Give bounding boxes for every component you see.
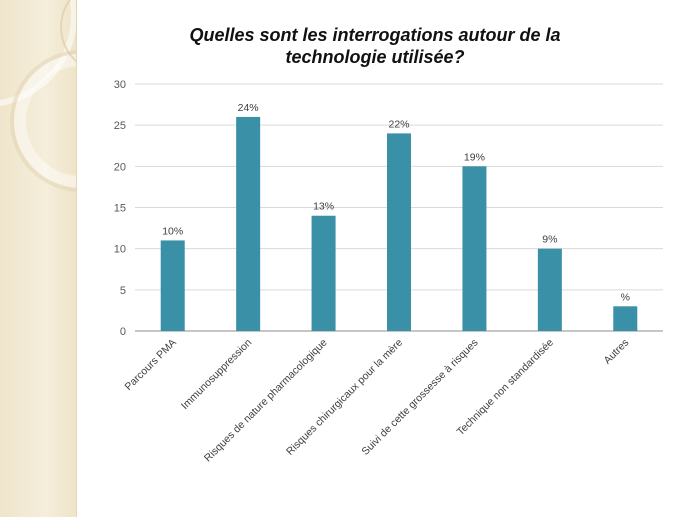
bar bbox=[160, 240, 185, 331]
y-tick-label: 0 bbox=[120, 326, 126, 338]
y-tick-label: 25 bbox=[114, 120, 126, 132]
bar bbox=[462, 166, 487, 331]
x-tick-label: Parcours PMA bbox=[122, 337, 178, 393]
y-tick-label: 10 bbox=[114, 244, 126, 256]
bar bbox=[537, 248, 562, 331]
bar bbox=[613, 306, 638, 331]
data-label: 9% bbox=[542, 234, 557, 246]
bar bbox=[387, 133, 411, 331]
chart-title: Quelles sont les interrogations autour d… bbox=[189, 25, 561, 67]
y-tick-label: 5 bbox=[120, 285, 126, 297]
y-tick-label: 15 bbox=[114, 203, 126, 215]
bar bbox=[236, 116, 261, 331]
decorative-sidebar bbox=[0, 0, 77, 517]
data-label: 13% bbox=[313, 201, 334, 213]
bar bbox=[311, 215, 336, 331]
data-label: 22% bbox=[388, 118, 409, 130]
y-tick-label: 20 bbox=[114, 161, 126, 173]
x-tick-label: Immunosuppression bbox=[179, 337, 254, 412]
y-tick-label: 30 bbox=[114, 79, 126, 91]
x-tick-label: Autres bbox=[601, 337, 631, 367]
data-label: 10% bbox=[162, 225, 183, 237]
data-label: 24% bbox=[238, 102, 259, 114]
data-label: 19% bbox=[464, 151, 485, 163]
data-label: % bbox=[621, 291, 630, 303]
x-tick-label: Risques de nature pharmacologique bbox=[202, 337, 330, 465]
